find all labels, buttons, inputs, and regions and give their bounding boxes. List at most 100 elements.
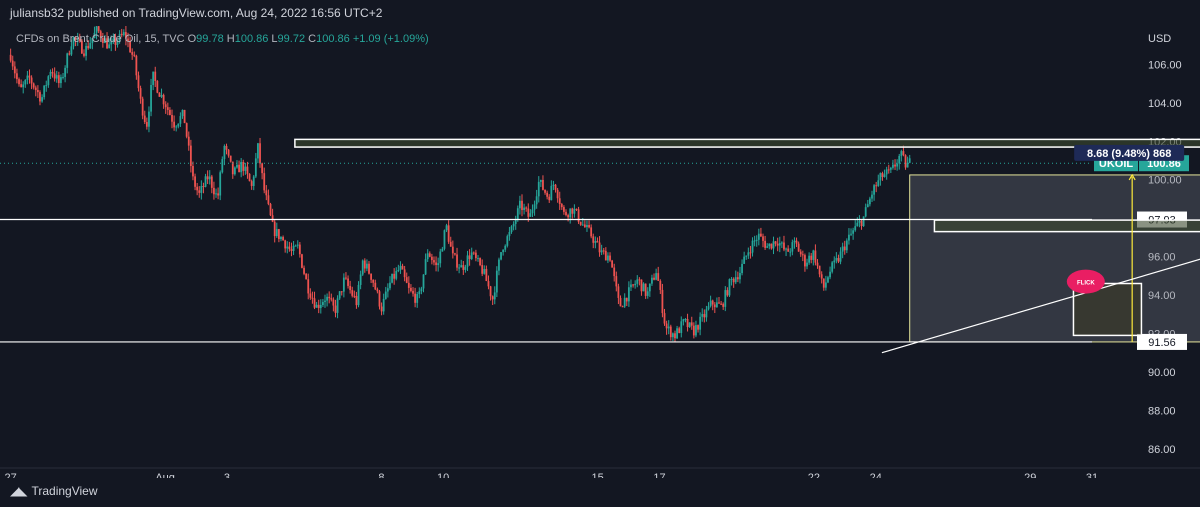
x-tick-label: 8 [378, 472, 384, 478]
candle [386, 288, 389, 292]
candle [856, 222, 859, 227]
high-label: H [226, 33, 235, 45]
candle [206, 176, 209, 180]
candle [875, 185, 878, 187]
candle [43, 85, 46, 98]
candle [732, 278, 735, 283]
candle [181, 109, 184, 117]
candle [171, 114, 173, 122]
candle [393, 273, 396, 279]
candle [456, 254, 458, 268]
candle [120, 33, 123, 36]
candle [906, 162, 909, 168]
candle [625, 297, 628, 302]
candle [148, 111, 150, 127]
candle [632, 284, 634, 286]
candle [236, 164, 238, 168]
candle [892, 164, 894, 168]
candle [9, 54, 12, 61]
candle [600, 250, 603, 253]
candle [326, 296, 328, 301]
candle [546, 192, 549, 197]
close-label: C [308, 33, 317, 45]
x-tick-label: 3 [224, 472, 230, 478]
range-box[interactable] [909, 174, 1200, 343]
candle [133, 54, 136, 56]
candle [613, 267, 616, 277]
candle [602, 250, 605, 252]
candle [368, 263, 370, 274]
candle [198, 190, 201, 193]
candle [240, 162, 243, 173]
level-price-label: 91.56 [1148, 337, 1176, 349]
flick-bubble[interactable] [1066, 269, 1105, 294]
candle [487, 281, 490, 287]
candle [55, 75, 58, 79]
tradingview-logo-icon: ◢◣ [10, 484, 27, 498]
candle [462, 265, 465, 270]
candle [556, 189, 559, 199]
candle [596, 241, 599, 243]
currency-label[interactable]: USD [1148, 33, 1172, 45]
candle [477, 258, 479, 260]
candle [213, 187, 215, 195]
candle [355, 296, 358, 306]
candle [340, 291, 343, 293]
tradingview-brand[interactable]: ◢◣ TradingView [10, 484, 98, 498]
candle [894, 164, 896, 167]
candle [514, 219, 517, 224]
candle [261, 163, 264, 174]
candle [275, 229, 278, 237]
candle [382, 298, 385, 312]
candle [74, 37, 77, 40]
candle [449, 241, 452, 247]
candle [51, 71, 54, 74]
measure-label-bg [1074, 144, 1185, 161]
footer-bar [0, 478, 1200, 507]
candle [57, 75, 60, 84]
price-chart[interactable]: 86.0088.0090.0092.0094.0096.0098.00100.0… [0, 26, 1200, 478]
candle [665, 323, 668, 329]
candle [64, 67, 67, 77]
candle [468, 255, 471, 260]
candle [416, 294, 419, 303]
candle [114, 38, 117, 45]
measure-arrowhead [1128, 173, 1136, 181]
candle [363, 260, 366, 269]
candle [747, 252, 750, 256]
candle [883, 174, 886, 177]
candle [389, 282, 391, 289]
candle [208, 176, 211, 180]
candle [141, 98, 144, 116]
change-value: +1.09 (+1.09%) [352, 33, 429, 45]
candle [799, 251, 802, 255]
candle [898, 155, 901, 164]
resistance-zone[interactable] [294, 138, 1200, 148]
candle [508, 232, 511, 237]
symbol-name[interactable]: CFDs on Brent Crude Oil, 15, TVC [16, 33, 185, 45]
low-label: L [271, 33, 278, 45]
low-value: 99.72 [277, 33, 306, 45]
candle [820, 274, 823, 279]
candle [795, 240, 798, 244]
candle [814, 250, 817, 263]
candle [588, 225, 590, 228]
support-zone[interactable] [933, 219, 1200, 233]
trendline[interactable] [881, 222, 1200, 354]
candle [445, 225, 448, 231]
candle [808, 255, 811, 263]
candle [317, 304, 320, 309]
candle [516, 208, 519, 220]
published-info: juliansb32 published on TradingView.com,… [10, 6, 383, 20]
candle [309, 293, 312, 298]
candle [793, 240, 796, 243]
candle [414, 293, 417, 303]
candle [607, 255, 609, 261]
candle [359, 274, 362, 285]
candle [336, 298, 339, 313]
candle [824, 282, 827, 288]
candle [233, 167, 236, 175]
candle [288, 246, 291, 250]
candle [845, 240, 848, 251]
candle [667, 326, 670, 329]
